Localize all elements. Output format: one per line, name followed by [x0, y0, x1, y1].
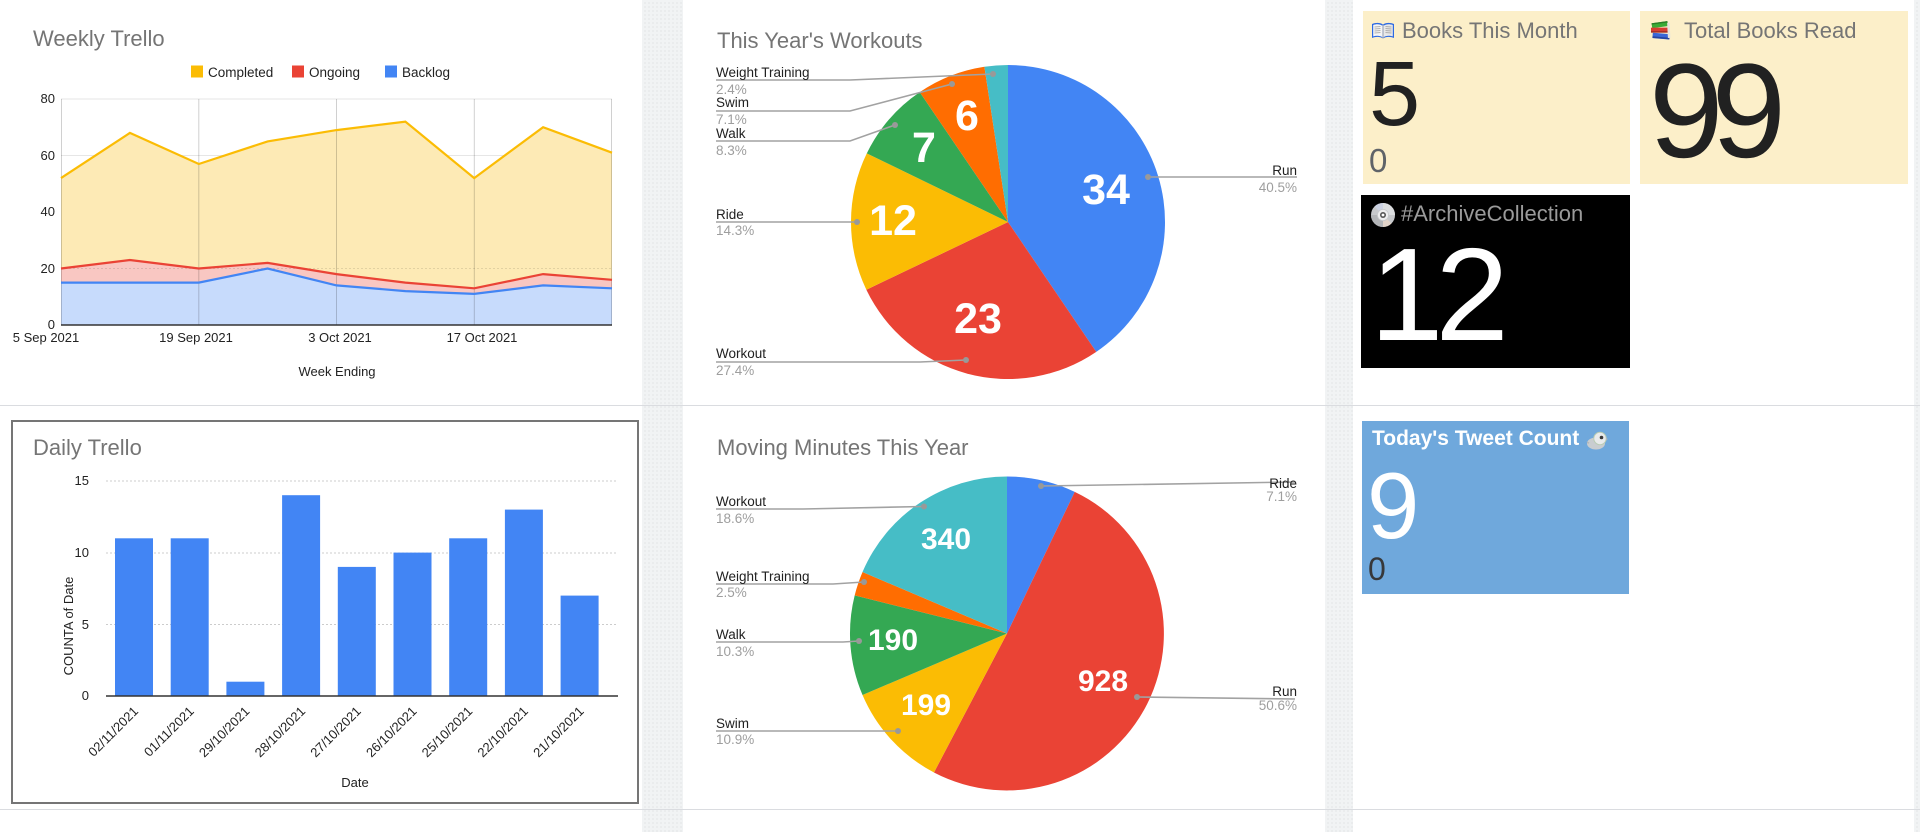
svg-text:Moving Minutes This Year: Moving Minutes This Year [717, 435, 969, 460]
svg-text:Workout: Workout [716, 494, 766, 509]
svg-text:Week Ending: Week Ending [298, 364, 375, 379]
svg-text:02/11/2021: 02/11/2021 [85, 704, 141, 760]
svg-text:Workout: Workout [716, 346, 766, 361]
svg-text:928: 928 [1078, 665, 1128, 698]
svg-text:22/10/2021: 22/10/2021 [474, 704, 531, 761]
svg-text:2.4%: 2.4% [716, 82, 747, 97]
svg-text:Swim: Swim [716, 95, 749, 110]
svg-text:2.5%: 2.5% [716, 585, 747, 600]
svg-text:01/11/2021: 01/11/2021 [141, 704, 197, 760]
svg-text:80: 80 [41, 91, 55, 106]
svg-text:190: 190 [868, 624, 918, 657]
svg-text:COUNTA of Date: COUNTA of Date [61, 577, 76, 676]
svg-text:This Year's Workouts: This Year's Workouts [717, 28, 923, 53]
svg-text:6: 6 [955, 92, 979, 140]
svg-text:10.9%: 10.9% [716, 732, 754, 747]
svg-text:27/10/2021: 27/10/2021 [307, 704, 364, 761]
svg-text:18.6%: 18.6% [716, 511, 754, 526]
svg-text:Date: Date [341, 775, 368, 790]
svg-text:340: 340 [921, 523, 971, 556]
svg-text:0: 0 [82, 688, 89, 703]
svg-text:199: 199 [901, 689, 951, 722]
svg-text:Run: Run [1272, 684, 1297, 699]
svg-text:14.3%: 14.3% [716, 223, 754, 238]
svg-text:Ride: Ride [716, 207, 744, 222]
svg-text:Ongoing: Ongoing [309, 65, 360, 80]
svg-text:12: 12 [869, 197, 917, 245]
svg-text:20: 20 [41, 261, 55, 276]
svg-text:40: 40 [41, 204, 55, 219]
svg-text:Daily Trello: Daily Trello [33, 435, 142, 460]
svg-text:Backlog: Backlog [402, 65, 450, 80]
svg-text:Weight Training: Weight Training [716, 569, 810, 584]
svg-text:23: 23 [954, 295, 1002, 343]
svg-text:Completed: Completed [208, 65, 273, 80]
svg-text:28/10/2021: 28/10/2021 [252, 704, 309, 761]
svg-text:0: 0 [48, 317, 55, 332]
svg-text:Walk: Walk [716, 627, 746, 642]
svg-text:25/10/2021: 25/10/2021 [419, 704, 476, 761]
svg-text:Weight Training: Weight Training [716, 65, 810, 80]
svg-text:5: 5 [82, 617, 89, 632]
svg-text:34: 34 [1082, 166, 1130, 214]
svg-text:Swim: Swim [716, 716, 749, 731]
svg-text:Ride: Ride [1269, 476, 1297, 491]
svg-text:40.5%: 40.5% [1259, 180, 1297, 195]
svg-text:Run: Run [1272, 163, 1297, 178]
svg-text:17 Oct 2021: 17 Oct 2021 [447, 330, 518, 345]
svg-text:19 Sep 2021: 19 Sep 2021 [159, 330, 233, 345]
svg-text:7.1%: 7.1% [716, 112, 747, 127]
svg-text:10: 10 [75, 545, 89, 560]
svg-text:3 Oct 2021: 3 Oct 2021 [308, 330, 372, 345]
svg-text:50.6%: 50.6% [1259, 698, 1297, 713]
svg-text:26/10/2021: 26/10/2021 [363, 704, 420, 761]
svg-text:7.1%: 7.1% [1266, 489, 1297, 504]
svg-text:15: 15 [75, 473, 89, 488]
svg-text:Weekly Trello: Weekly Trello [33, 26, 165, 51]
svg-text:10.3%: 10.3% [716, 644, 754, 659]
svg-text:7: 7 [912, 124, 936, 172]
svg-text:27.4%: 27.4% [716, 363, 754, 378]
svg-text:5 Sep 2021: 5 Sep 2021 [13, 330, 80, 345]
svg-text:Walk: Walk [716, 126, 746, 141]
svg-text:21/10/2021: 21/10/2021 [530, 704, 587, 761]
svg-text:60: 60 [41, 148, 55, 163]
svg-text:8.3%: 8.3% [716, 143, 747, 158]
svg-text:29/10/2021: 29/10/2021 [196, 704, 253, 761]
